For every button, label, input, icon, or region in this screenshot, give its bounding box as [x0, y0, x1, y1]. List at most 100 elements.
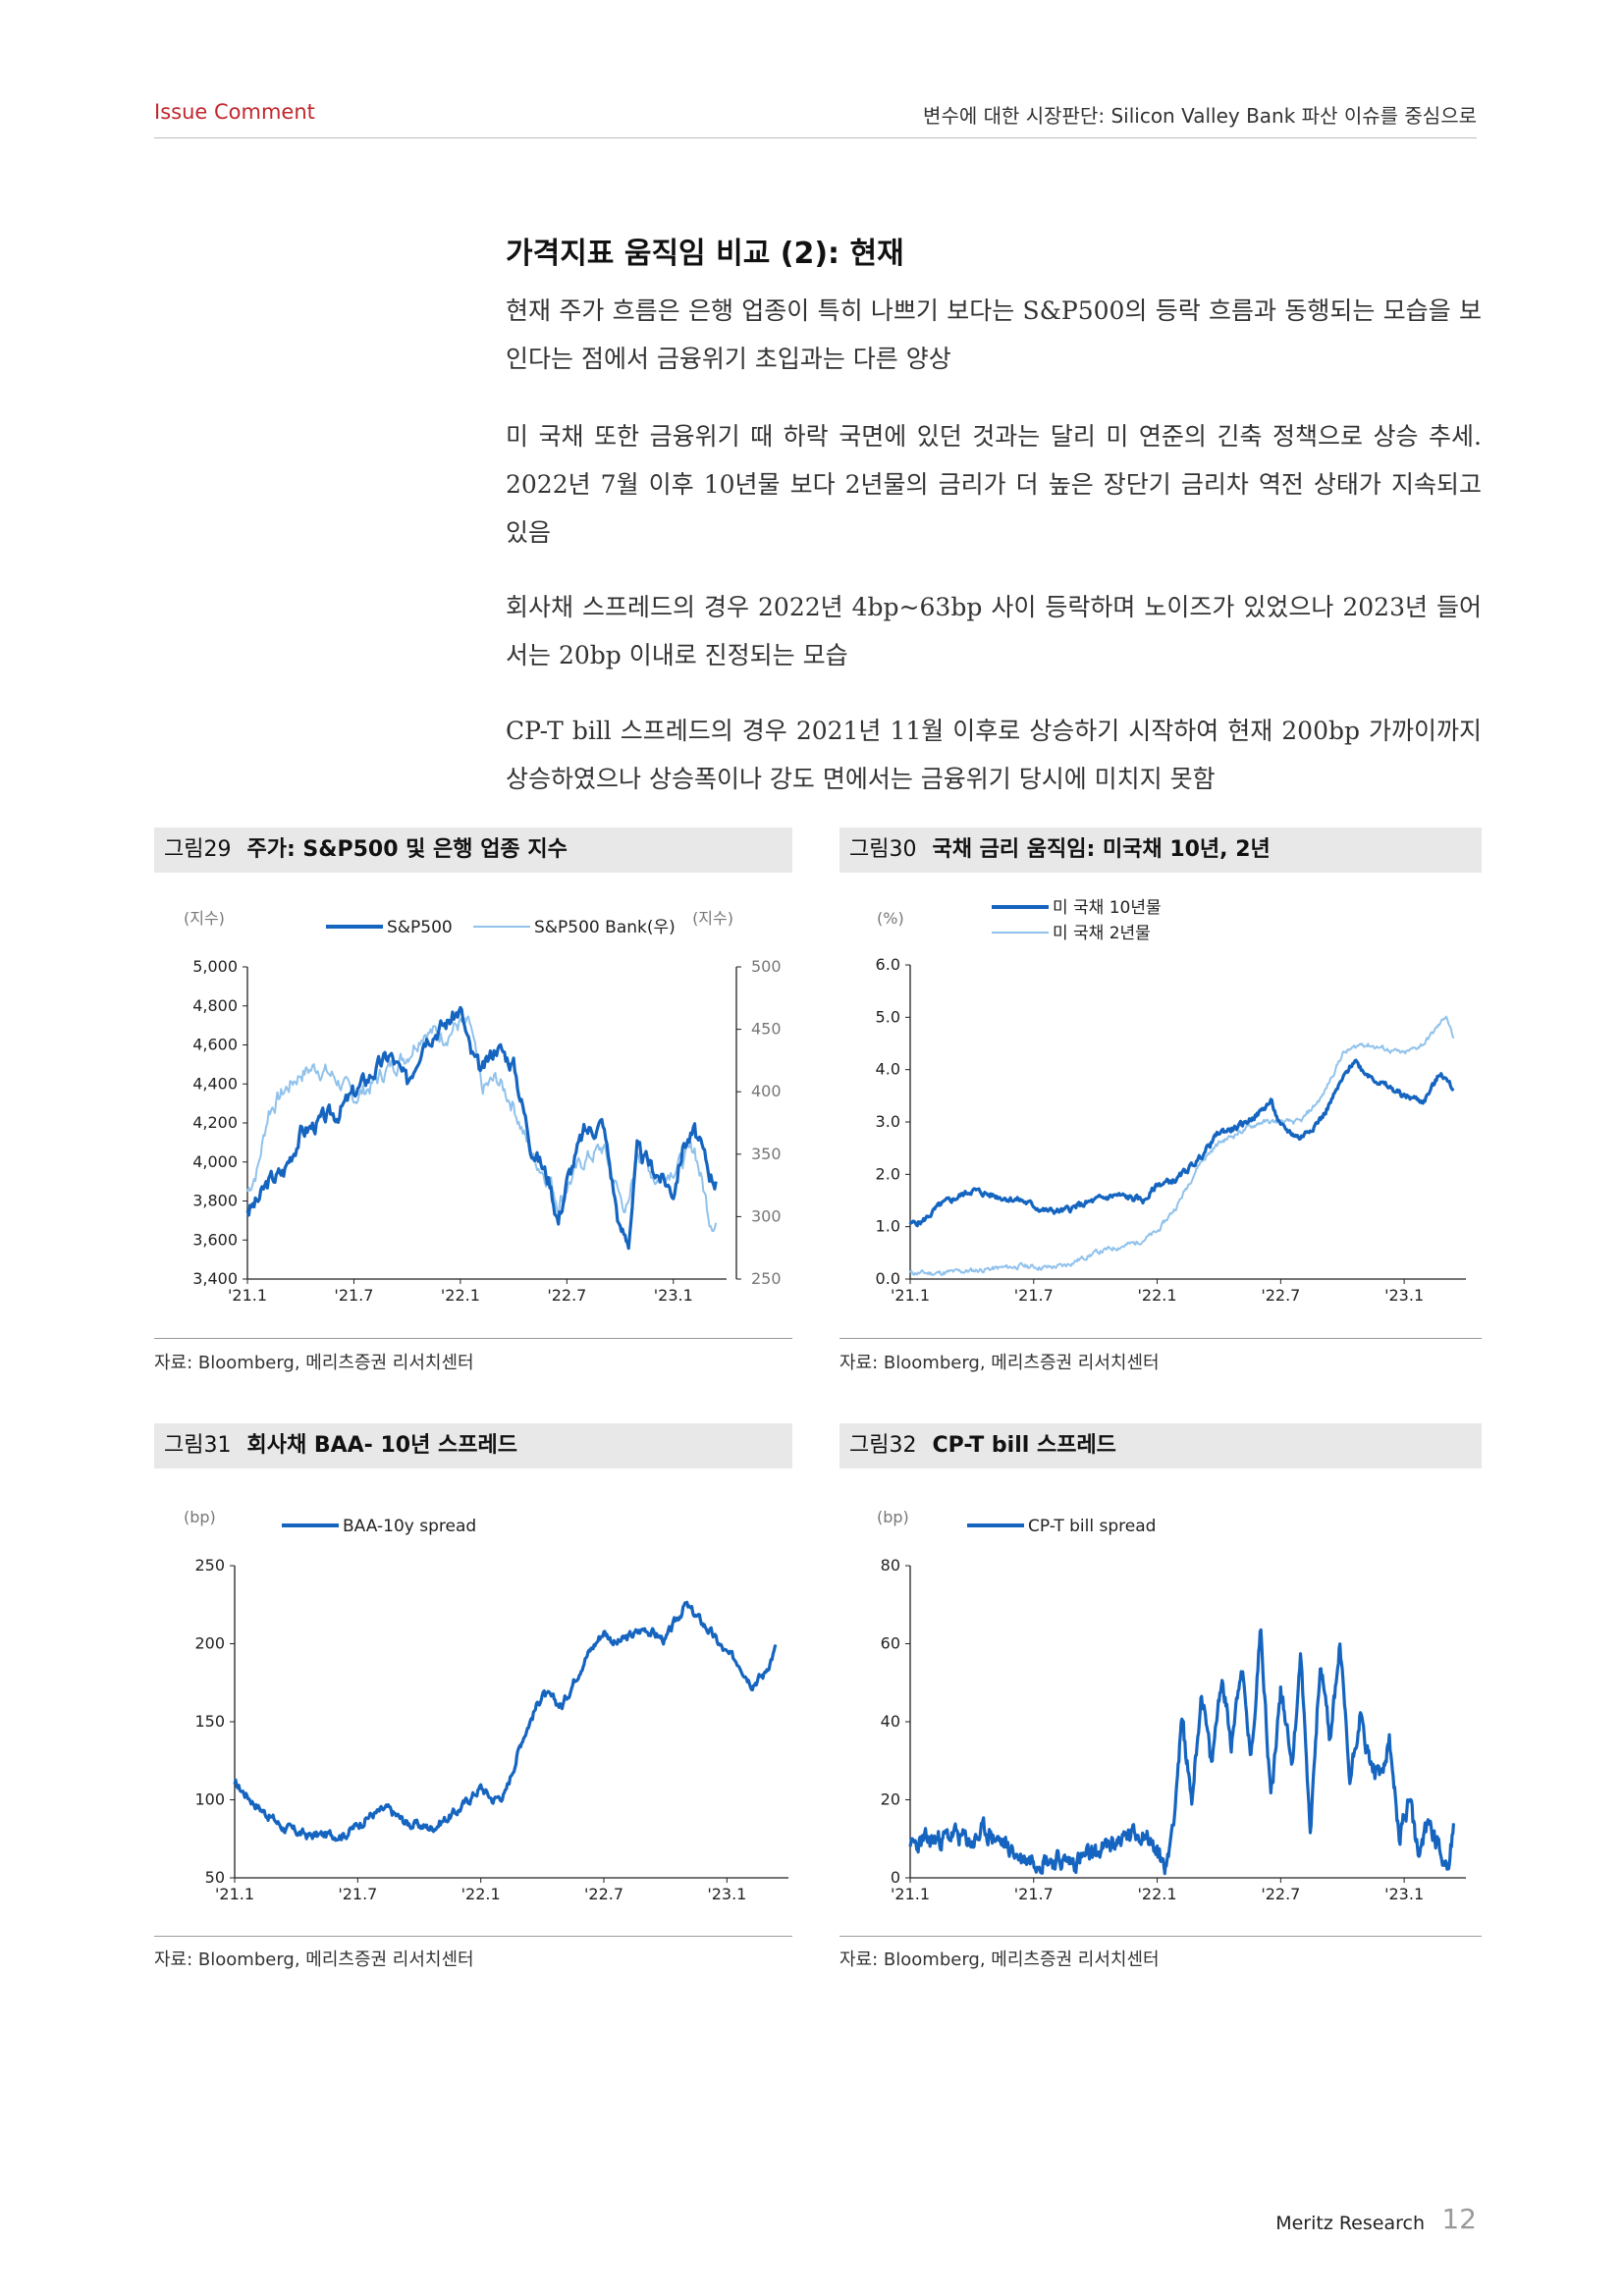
fig32-x-tick-label: '22.1 [1138, 1885, 1177, 1903]
fig31-x-tick-label: '23.1 [707, 1885, 746, 1903]
fig29-bank-legend-label: S&P500 Bank(우) [534, 918, 676, 937]
fig31-legend-label: BAA-10y spread [343, 1517, 476, 1536]
page-number: 12 [1441, 2203, 1477, 2235]
fig29-x-tick-label: '21.1 [228, 1286, 267, 1305]
fig31-x-tick-label: '22.7 [584, 1885, 623, 1903]
fig29-y-unit-left: (지수) [184, 909, 225, 928]
fig32-x-tick-label: '23.1 [1384, 1885, 1424, 1903]
section-title: 가격지표 움직임 비교 (2): 현재 [506, 237, 904, 271]
fig32-legend-label: CP-T bill spread [1028, 1517, 1156, 1536]
figure-30-header: 그림30 국채 금리 움직임: 미국채 10년, 2년 [839, 828, 1482, 873]
figure-32-chart: (bp) 0 20 40 60 80 '21.1 '21.7 '22.1 '22.7 '23.1 CP… [877, 1508, 1466, 1903]
fig29-y-right-tick-label: 350 [751, 1145, 782, 1163]
fig29-sp500-legend-label: S&P500 [387, 918, 453, 937]
figure-31-source: 자료: Bloomberg, 메리츠증권 리서치센터 [154, 1949, 474, 1970]
fig29-y-left-tick-label: 3,400 [192, 1269, 238, 1288]
fig32-y-tick-label: 80 [881, 1556, 900, 1575]
fig32-y-tick-label: 0 [891, 1868, 900, 1887]
fig32-y-unit: (bp) [877, 1508, 909, 1526]
fig29-y-left-tick-label: 4,600 [192, 1036, 238, 1054]
figure-31-number: 그림31 [164, 1433, 232, 1458]
report-series-label: Issue Comment [154, 100, 315, 124]
fig29-x-tick-label: '22.1 [441, 1286, 480, 1305]
figure-31-source-divider [154, 1936, 792, 1937]
figure-30-chart: (%) 0.0 1.0 2.0 3.0 4.0 5.0 6.0 '21.1 '21.7 '22.1 '… [876, 898, 1466, 1305]
fig29-y-right-tick-label: 400 [751, 1082, 782, 1100]
fig30-series-2y-line [909, 1015, 1455, 1277]
paragraph-2: 미 국채 또한 금융위기 때 하락 국면에 있던 것과는 달리 미 연준의 긴축… [506, 422, 1482, 547]
fig31-series-line [233, 1600, 778, 1842]
fig32-x-tick-label: '22.7 [1261, 1885, 1300, 1903]
footer-brand: Meritz Research [1275, 2213, 1425, 2234]
figure-30-number: 그림30 [849, 837, 917, 862]
figure-29-number: 그림29 [164, 837, 232, 862]
fig29-series-bank-line [246, 1015, 718, 1233]
paragraph-3: 회사채 스프레드의 경우 2022년 4bp~63bp 사이 등락하며 노이즈가… [506, 593, 1482, 669]
fig29-y-left-tick-label: 3,800 [192, 1192, 238, 1210]
fig29-y-unit-right: (지수) [692, 909, 733, 928]
figure-32-source: 자료: Bloomberg, 메리츠증권 리서치센터 [839, 1949, 1160, 1970]
fig29-y-left-tick-label: 5,000 [192, 957, 238, 976]
fig29-y-right-tick-label: 500 [751, 957, 782, 976]
fig30-y-unit: (%) [877, 909, 904, 928]
fig32-y-tick-label: 60 [881, 1634, 900, 1653]
figure-32-header: 그림32 CP-T bill 스프레드 [839, 1423, 1482, 1468]
fig29-series-sp500-line [245, 1005, 718, 1251]
figure-32-title: CP-T bill 스프레드 [932, 1433, 1116, 1458]
figure-32-source-divider [839, 1936, 1482, 1937]
figure-31-chart: (bp) 50 100 150 200 250 '21.1 '21.7 '22.1 '22.7 '2… [184, 1508, 788, 1903]
figure-31-title: 회사채 BAA- 10년 스프레드 [246, 1433, 517, 1458]
fig30-x-tick-label: '21.1 [891, 1286, 930, 1305]
fig29-y-left-tick-label: 4,000 [192, 1152, 238, 1171]
paragraph-1: 현재 주가 흐름은 은행 업종이 특히 나쁘기 보다는 S&P500의 등락 흐… [506, 296, 1482, 373]
fig30-y-tick-label: 3.0 [876, 1112, 900, 1131]
figure-30-title: 국채 금리 움직임: 미국채 10년, 2년 [932, 837, 1271, 862]
fig30-10y-legend-label: 미 국채 10년물 [1053, 898, 1162, 918]
fig30-y-tick-label: 2.0 [876, 1164, 900, 1183]
fig29-y-right-tick-label: 450 [751, 1020, 782, 1039]
fig29-y-left-tick-label: 4,800 [192, 996, 238, 1015]
fig31-x-tick-label: '22.1 [461, 1885, 501, 1903]
header-divider [154, 137, 1477, 138]
figure-29-source-divider [154, 1338, 792, 1339]
fig31-x-tick-label: '21.1 [215, 1885, 254, 1903]
report-title: 변수에 대한 시장판단: Silicon Valley Bank 파산 이슈를 … [923, 104, 1477, 128]
fig30-y-tick-label: 0.0 [876, 1269, 900, 1288]
fig30-y-tick-label: 5.0 [876, 1007, 900, 1026]
fig29-y-left-tick-label: 4,400 [192, 1074, 238, 1093]
figure-30-source: 자료: Bloomberg, 메리츠증권 리서치센터 [839, 1353, 1160, 1373]
fig30-x-tick-label: '22.7 [1261, 1286, 1300, 1305]
fig32-series-line [908, 1628, 1455, 1876]
fig31-y-tick-label: 100 [194, 1790, 225, 1809]
fig29-x-tick-label: '23.1 [654, 1286, 693, 1305]
paragraph-4: CP-T bill 스프레드의 경우 2021년 11월 이후로 상승하기 시작… [506, 717, 1482, 793]
figure-29-source: 자료: Bloomberg, 메리츠증권 리서치센터 [154, 1353, 474, 1373]
fig30-x-tick-label: '21.7 [1014, 1286, 1054, 1305]
figure-31-header: 그림31 회사채 BAA- 10년 스프레드 [154, 1423, 792, 1468]
fig32-x-tick-label: '21.1 [891, 1885, 930, 1903]
figure-32-number: 그림32 [849, 1433, 917, 1458]
fig30-x-tick-label: '23.1 [1384, 1286, 1424, 1305]
fig31-y-tick-label: 150 [194, 1712, 225, 1731]
fig32-x-tick-label: '21.7 [1014, 1885, 1054, 1903]
fig31-y-tick-label: 200 [194, 1634, 225, 1653]
fig32-y-tick-label: 40 [881, 1712, 900, 1731]
figure-29-title: 주가: S&P500 및 은행 업종 지수 [246, 837, 568, 862]
fig30-x-tick-label: '22.1 [1138, 1286, 1177, 1305]
fig31-y-tick-label: 250 [194, 1556, 225, 1575]
fig29-y-right-tick-label: 300 [751, 1206, 782, 1225]
fig30-y-tick-label: 6.0 [876, 955, 900, 974]
fig29-y-left-tick-label: 4,200 [192, 1113, 238, 1132]
fig30-2y-legend-label: 미 국채 2년물 [1053, 924, 1151, 943]
fig30-series-10y-line [908, 1058, 1455, 1228]
fig29-y-right-tick-label: 250 [751, 1269, 782, 1288]
fig29-x-tick-label: '22.7 [547, 1286, 586, 1305]
fig31-y-unit: (bp) [184, 1508, 216, 1526]
fig32-y-tick-label: 20 [881, 1790, 900, 1809]
fig31-x-tick-label: '21.7 [338, 1885, 377, 1903]
figure-29-header: 그림29 주가: S&P500 및 은행 업종 지수 [154, 828, 792, 873]
fig29-y-left-tick-label: 3,600 [192, 1230, 238, 1249]
fig30-y-tick-label: 1.0 [876, 1217, 900, 1236]
figure-29-chart: (지수) (지수) 3,400 3,600 3,800 4,000 4,200 4,400 4,… [184, 909, 782, 1305]
fig30-y-tick-label: 4.0 [876, 1060, 900, 1079]
